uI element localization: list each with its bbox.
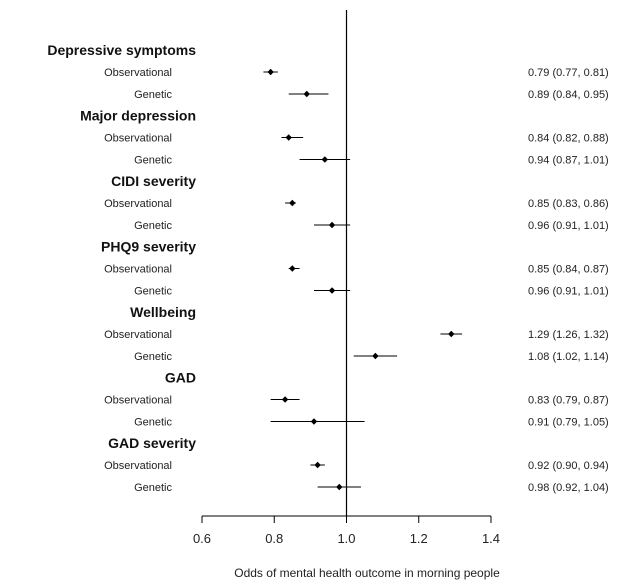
estimate-label: 0.89 (0.84, 0.95) <box>528 89 609 101</box>
row-label: Observational <box>104 133 172 145</box>
point-estimate <box>289 199 296 207</box>
row-label: Genetic <box>134 417 172 429</box>
row-label: Observational <box>104 198 172 210</box>
row-label: Genetic <box>134 351 172 363</box>
x-tick-label: 1.2 <box>410 531 428 546</box>
row-label: Genetic <box>134 155 172 167</box>
estimate-label: 0.94 (0.87, 1.01) <box>528 155 609 167</box>
group-title: PHQ9 severity <box>101 239 196 255</box>
point-estimate <box>328 287 336 294</box>
estimate-label: 0.96 (0.91, 1.01) <box>528 286 609 298</box>
estimate-label: 0.96 (0.91, 1.01) <box>528 220 609 232</box>
point-estimate <box>328 221 336 229</box>
point-estimate <box>336 483 343 491</box>
point-estimate <box>314 461 321 469</box>
estimate-label: 0.91 (0.79, 1.05) <box>528 417 609 429</box>
group-title: Major depression <box>80 108 196 124</box>
x-tick-label: 1.4 <box>482 531 500 546</box>
estimate-label: 1.08 (1.02, 1.14) <box>528 351 609 363</box>
row-label: Genetic <box>134 286 172 298</box>
estimate-label: 0.79 (0.77, 0.81) <box>528 67 609 79</box>
estimate-label: 0.85 (0.83, 0.86) <box>528 198 609 210</box>
estimate-label: 0.98 (0.92, 1.04) <box>528 482 609 494</box>
point-estimate <box>321 156 329 163</box>
group-title: Depressive symptoms <box>47 42 196 58</box>
estimate-label: 0.92 (0.90, 0.94) <box>528 460 609 472</box>
group-title: GAD severity <box>108 435 196 451</box>
row-label: Genetic <box>134 89 172 101</box>
row-label: Observational <box>104 264 172 276</box>
point-estimate <box>372 352 379 360</box>
estimate-label: 0.84 (0.82, 0.88) <box>528 133 609 145</box>
estimate-label: 0.83 (0.79, 0.87) <box>528 395 609 407</box>
row-label: Genetic <box>134 220 172 232</box>
row-label: Observational <box>104 460 172 472</box>
group-title: CIDI severity <box>111 173 196 189</box>
x-tick-label: 0.6 <box>193 531 211 546</box>
estimate-label: 0.85 (0.84, 0.87) <box>528 264 609 276</box>
estimate-label: 1.29 (1.26, 1.32) <box>528 329 609 341</box>
point-estimate <box>310 418 318 425</box>
x-tick-label: 0.8 <box>265 531 283 546</box>
point-estimate <box>267 68 274 76</box>
row-label: Genetic <box>134 482 172 494</box>
point-estimate <box>303 90 310 98</box>
group-title: GAD <box>165 370 196 386</box>
row-label: Observational <box>104 67 172 79</box>
point-estimate <box>448 330 455 338</box>
group-title: Wellbeing <box>130 304 196 320</box>
point-estimate <box>289 265 296 272</box>
point-estimate <box>285 134 292 141</box>
x-tick-label: 1.0 <box>337 531 355 546</box>
point-estimate <box>281 396 289 403</box>
row-label: Observational <box>104 395 172 407</box>
x-axis-title: Odds of mental health outcome in morning… <box>234 566 500 580</box>
row-label: Observational <box>104 329 172 341</box>
